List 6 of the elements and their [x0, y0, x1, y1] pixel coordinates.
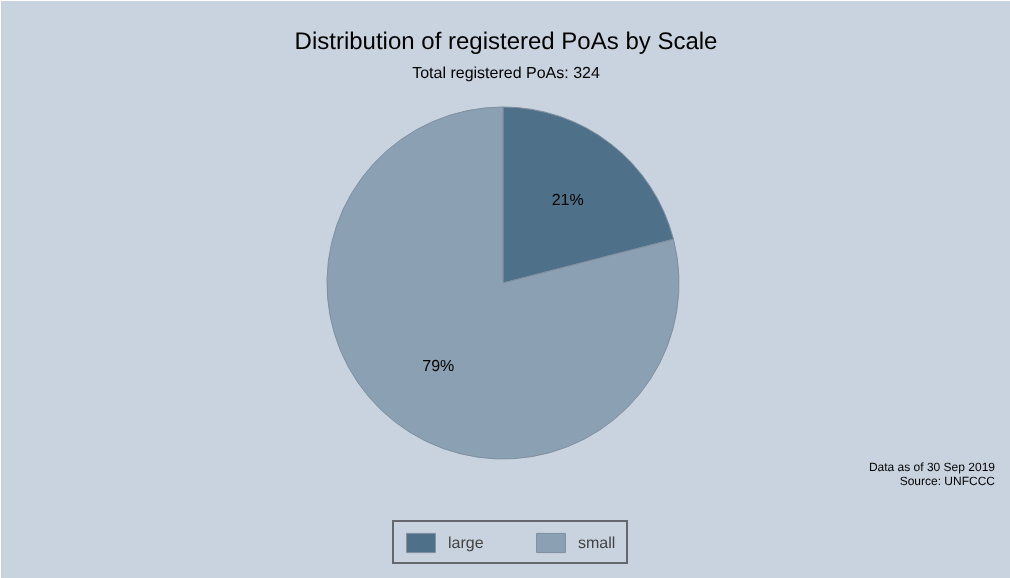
data-label: 21%: [551, 190, 584, 209]
chart-subtitle: Total registered PoAs: 324: [412, 64, 601, 82]
data-label: 79%: [422, 357, 455, 376]
chart-title: Distribution of registered PoAs by Scale: [294, 27, 719, 55]
legend-label: small: [578, 533, 618, 551]
legend-label: large: [448, 533, 486, 551]
